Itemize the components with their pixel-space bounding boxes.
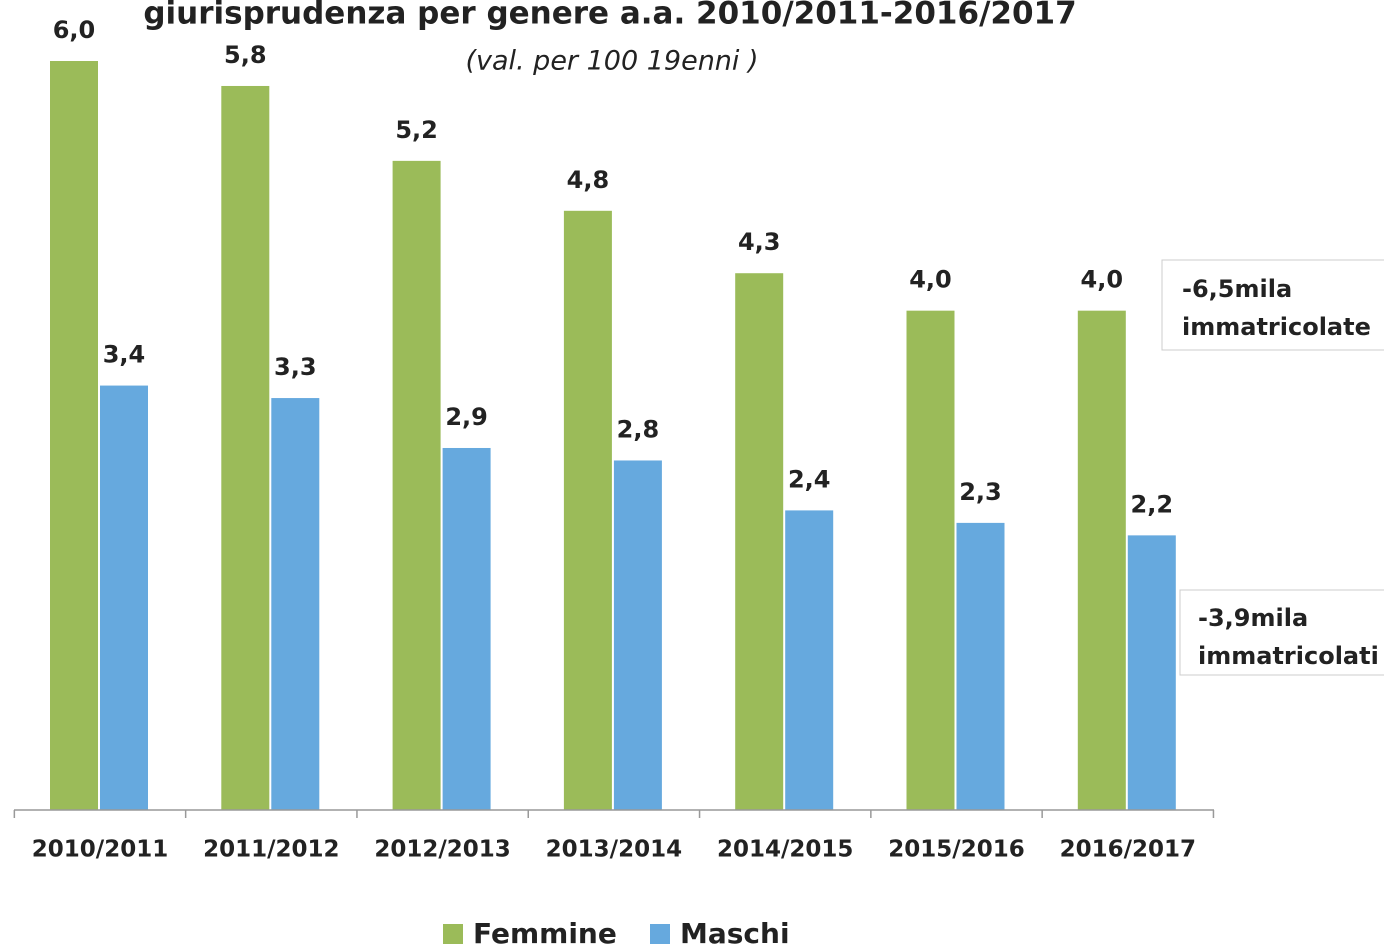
annotation: immatricolati [1198,642,1379,670]
annotation-box [1179,589,1384,676]
value-label: 2,2 [1131,490,1174,518]
x-tick-label: 2014/2015 [717,837,853,863]
bar [442,447,491,810]
annotation: -3,9mila [1198,604,1308,632]
bar [221,85,270,810]
bar [50,61,98,810]
value-label: 5,8 [224,41,267,69]
value-label: 6,0 [53,16,96,44]
bar [1127,535,1176,810]
x-tick-label: 2011/2012 [203,837,339,863]
legend-swatch [443,924,463,944]
bar [735,273,784,810]
chart-subtitle: (val. per 100 19enni ) [465,46,758,77]
value-label: 5,2 [395,116,438,144]
value-label: 3,3 [274,353,317,381]
x-tick-label: 2010/2011 [32,837,168,863]
value-label: 4,0 [1081,266,1124,294]
bar [613,460,662,810]
legend-label: Maschi [680,917,790,950]
chart-title: giurisprudenza per genere a.a. 2010/2011… [143,0,1076,32]
bar [563,210,612,811]
value-label: 2,4 [788,465,831,493]
annotation: immatricolate [1182,313,1371,341]
bar [100,385,148,810]
bar [271,398,320,810]
bar [1077,310,1126,810]
legend-swatch [650,924,670,944]
value-label: 4,3 [738,228,781,256]
value-label: 4,8 [567,166,610,194]
annotation-box [1161,259,1384,351]
value-label: 2,8 [617,415,660,443]
value-label: 2,3 [959,478,1002,506]
annotation: -6,5mila [1182,275,1292,303]
x-tick-label: 2016/2017 [1060,837,1196,863]
x-tick-label: 2015/2016 [888,837,1024,863]
x-tick-label: 2012/2013 [374,837,510,863]
x-tick-label: 2013/2014 [546,837,682,863]
value-label: 4,0 [909,266,952,294]
value-label: 2,9 [445,403,488,431]
bar [392,160,441,810]
bar [906,310,955,810]
legend-label: Femmine [473,917,617,950]
bar [956,522,1005,810]
value-label: 3,4 [103,341,146,369]
bar [785,510,834,810]
